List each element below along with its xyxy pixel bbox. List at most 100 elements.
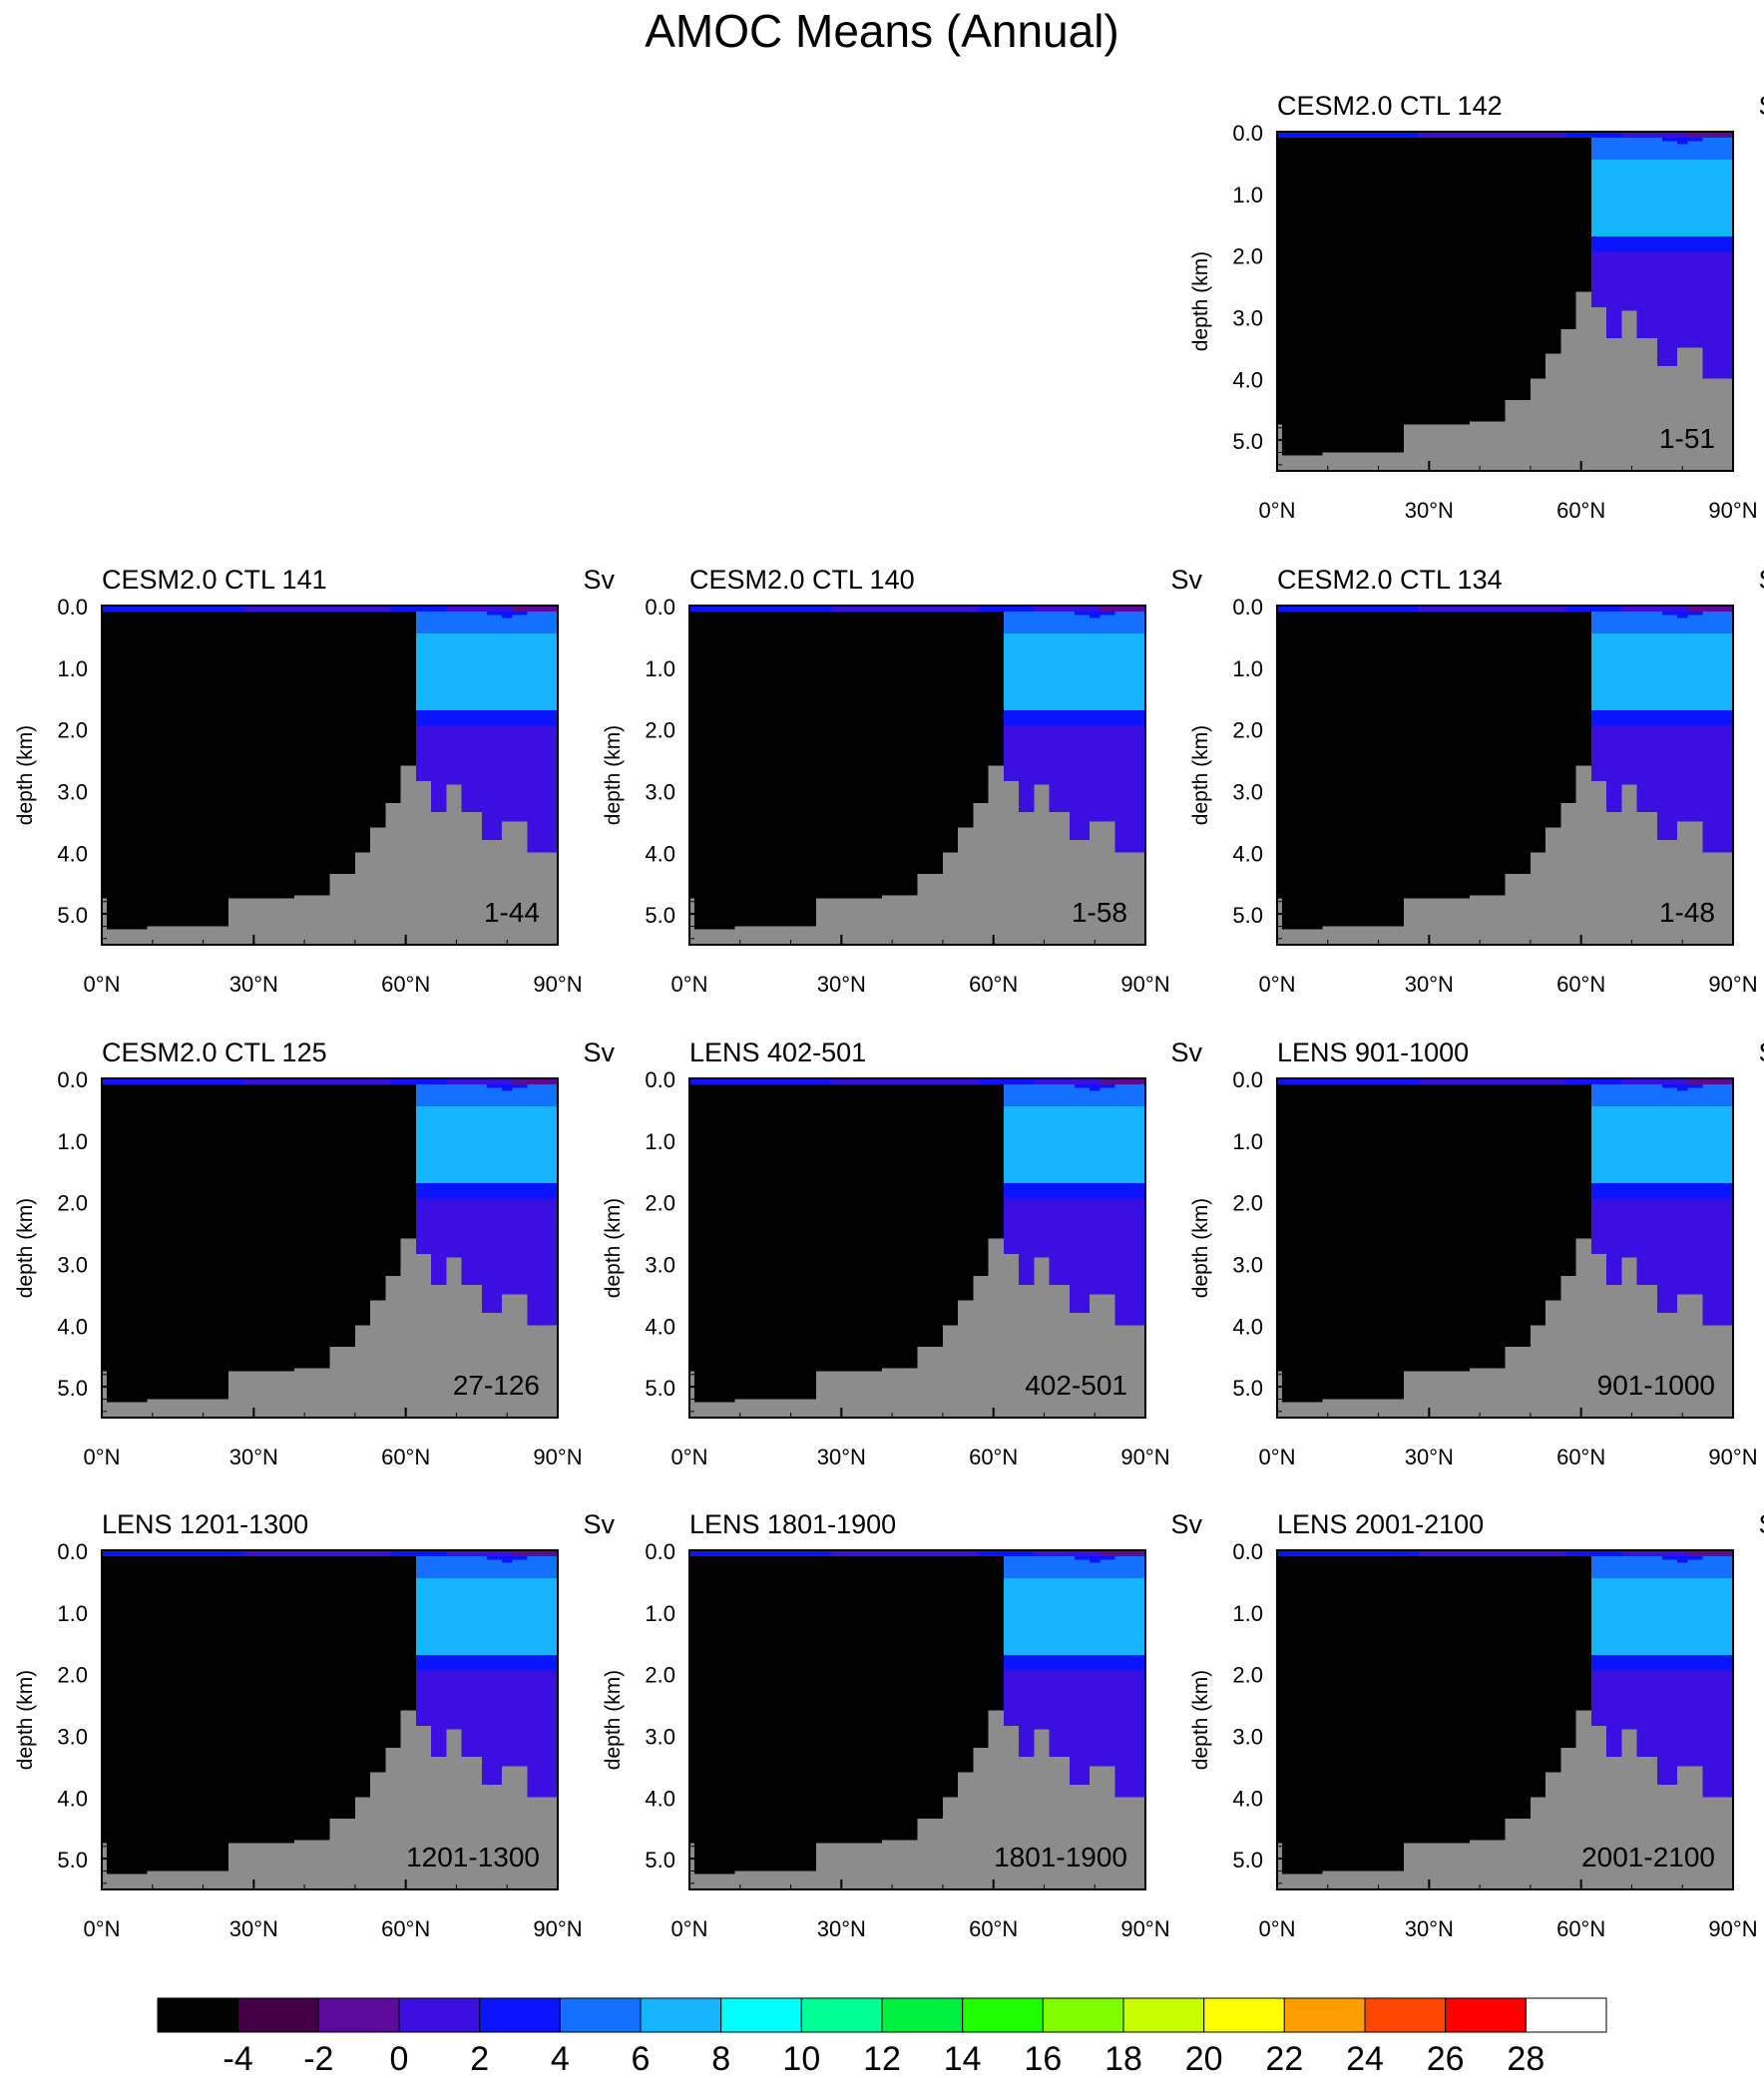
contour-band <box>1297 193 1303 198</box>
contour-band <box>1530 217 1537 222</box>
contour-band <box>1505 341 1512 345</box>
contour-band <box>1398 369 1405 373</box>
contour-band <box>1454 304 1461 308</box>
contour-band <box>1459 341 1466 345</box>
contour-band <box>1282 178 1288 183</box>
contour-band <box>1388 206 1395 209</box>
contour-band <box>1454 141 1461 145</box>
contour-band <box>1419 257 1425 262</box>
contour-band <box>1485 319 1491 324</box>
contour-band <box>1312 362 1319 367</box>
contour-band <box>1535 181 1542 186</box>
contour-band <box>1541 294 1546 299</box>
contour-band <box>1575 159 1582 164</box>
contour-band <box>1322 341 1329 345</box>
contour-band <box>1555 338 1561 342</box>
contour-band <box>1307 172 1314 176</box>
contour-band <box>1409 270 1415 274</box>
contour-band <box>1363 260 1369 265</box>
contour-band <box>1530 214 1537 219</box>
contour-band <box>1545 144 1551 149</box>
contour-band <box>1368 263 1375 268</box>
contour-band <box>1541 220 1546 225</box>
contour-band <box>1490 313 1496 318</box>
contour-band <box>1414 159 1420 164</box>
contour-band <box>1439 260 1446 265</box>
contour-band <box>1398 279 1405 284</box>
contour-band <box>1485 325 1491 330</box>
contour-band <box>1454 217 1461 222</box>
contour-band <box>1444 344 1451 348</box>
contour-band <box>1292 263 1298 268</box>
contour-band <box>1332 378 1339 382</box>
contour-band <box>1585 273 1592 277</box>
contour-band <box>1585 169 1592 173</box>
contour-band <box>1636 319 1734 324</box>
contour-band <box>1398 378 1405 382</box>
contour-band <box>1565 138 1572 142</box>
contour-band <box>1525 294 1532 299</box>
contour-band <box>1383 319 1390 324</box>
contour-band <box>1429 156 1436 161</box>
contour-band <box>1575 166 1582 170</box>
contour-band <box>1454 335 1461 339</box>
contour-band <box>1535 144 1542 149</box>
contour-band <box>1282 245 1288 250</box>
contour-band <box>1505 200 1512 204</box>
contour-band <box>1585 270 1592 274</box>
contour-band <box>1307 325 1314 330</box>
contour-band <box>1398 325 1405 330</box>
contour-band <box>1550 322 1556 327</box>
contour-band <box>1495 208 1502 212</box>
contour-band <box>1302 328 1309 333</box>
contour-band <box>1322 257 1329 262</box>
contour-band <box>1495 365 1502 370</box>
contour-band <box>1505 233 1512 237</box>
contour-band <box>1317 248 1324 253</box>
contour-band <box>1565 279 1572 284</box>
contour-band <box>1282 162 1288 167</box>
contour-band <box>1424 310 1430 314</box>
contour-band <box>1485 304 1491 308</box>
contour-band <box>1475 294 1481 299</box>
contour-band <box>1302 203 1309 207</box>
contour-band <box>1393 211 1400 216</box>
contour-band <box>1302 144 1309 149</box>
contour-band <box>1403 220 1410 225</box>
contour-band <box>1545 229 1551 234</box>
contour-band <box>1378 338 1385 342</box>
contour-band <box>1500 206 1507 209</box>
contour-band <box>1530 316 1537 321</box>
contour-band <box>1409 150 1415 155</box>
contour-band <box>1469 190 1476 195</box>
contour-band <box>1429 369 1436 373</box>
contour-band <box>1459 279 1466 284</box>
contour-band <box>1525 291 1532 296</box>
contour-band <box>1322 226 1329 231</box>
contour-band <box>1393 282 1400 287</box>
contour-band <box>1490 211 1496 216</box>
contour-band <box>1535 291 1542 296</box>
contour-band <box>1302 196 1309 201</box>
contour-band <box>1565 307 1572 311</box>
contour-band <box>1393 153 1400 158</box>
contour-band <box>1480 242 1486 246</box>
contour-band <box>1297 279 1303 284</box>
contour-band <box>1378 304 1385 308</box>
contour-band <box>1327 236 1334 240</box>
contour-band <box>1570 166 1577 170</box>
contour-band <box>1348 200 1354 204</box>
contour-band <box>1434 178 1441 183</box>
contour-band <box>1373 356 1380 361</box>
contour-band <box>1358 187 1364 192</box>
contour-band <box>1337 144 1344 149</box>
contour-band <box>1439 365 1446 370</box>
contour-band <box>1444 304 1451 308</box>
contour-band <box>1570 226 1577 231</box>
contour-band <box>1469 288 1476 293</box>
contour-band <box>1444 245 1451 250</box>
contour-band <box>1353 310 1359 314</box>
contour-band <box>1393 223 1400 228</box>
contour-band <box>1398 307 1405 311</box>
contour-band <box>1302 372 1309 376</box>
